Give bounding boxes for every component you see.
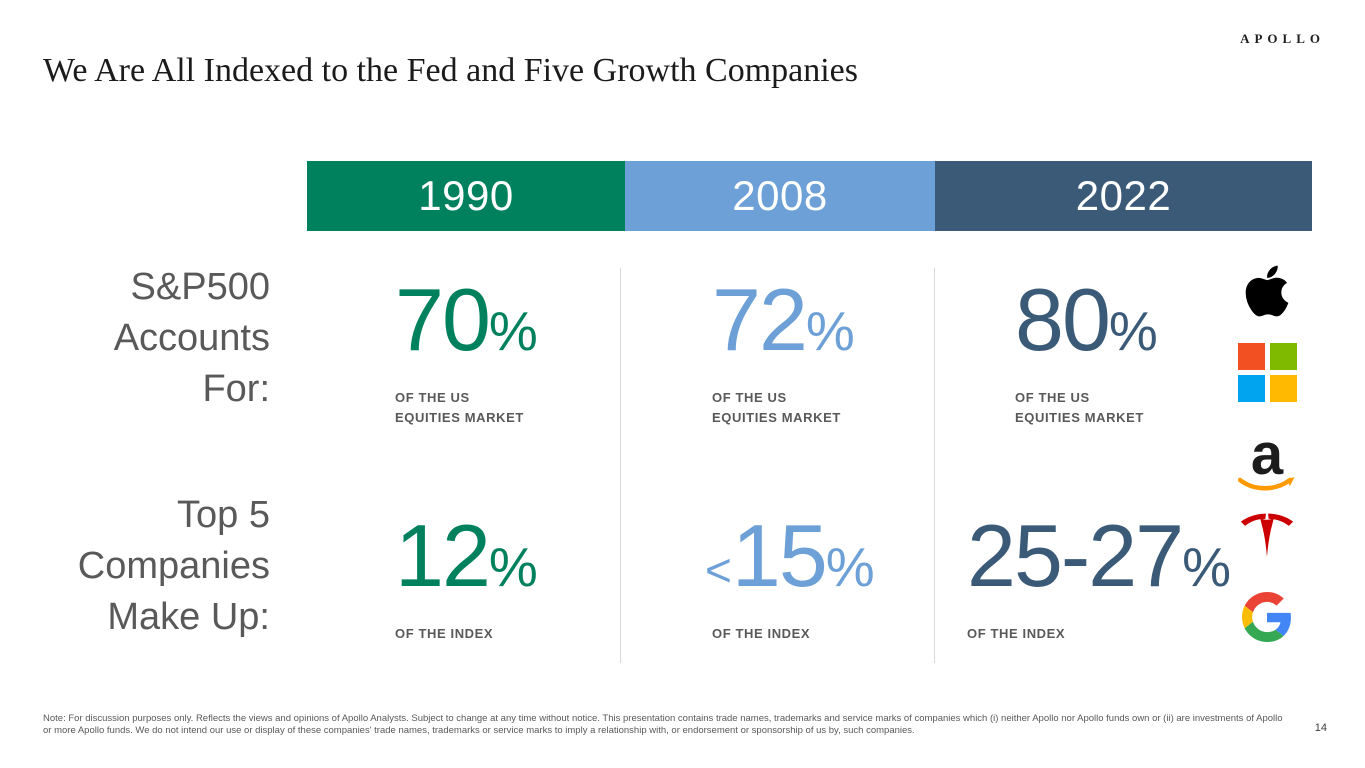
column-divider	[934, 268, 935, 663]
stat-value: 80%	[1015, 270, 1158, 369]
year-header-bar: 1990 2008 2022	[307, 161, 1312, 231]
stat-cell-2022-equities: 80% OF THE US EQUITIES MARKET	[1015, 276, 1158, 428]
stat-cell-2022-index: 25-27% OF THE INDEX	[967, 512, 1231, 644]
stat-value: 70%	[395, 270, 538, 369]
stat-value: 12%	[395, 506, 538, 605]
year-header-2008: 2008	[625, 161, 935, 231]
amazon-logo-icon: a	[1236, 426, 1298, 494]
stat-caption: OF THE INDEX	[712, 626, 811, 641]
stat-caption: OF THE INDEX	[395, 626, 494, 641]
stat-value: <15%	[705, 506, 875, 605]
apple-logo-icon	[1236, 262, 1298, 320]
stat-cell-2008-index: <15% OF THE INDEX	[705, 512, 875, 644]
stat-value: 72%	[712, 270, 855, 369]
stat-cell-2008-equities: 72% OF THE US EQUITIES MARKET	[712, 276, 855, 428]
year-header-1990: 1990	[307, 161, 625, 231]
year-header-2022: 2022	[935, 161, 1312, 231]
slide-title: We Are All Indexed to the Fed and Five G…	[43, 52, 859, 89]
disclaimer-footnote: Note: For discussion purposes only. Refl…	[43, 713, 1283, 736]
stat-caption: OF THE US EQUITIES MARKET	[1015, 390, 1144, 425]
row-label-sp500-accounts-for: S&P500 Accounts For:	[113, 266, 270, 410]
stat-caption: OF THE INDEX	[967, 626, 1066, 641]
microsoft-logo-icon	[1236, 343, 1298, 402]
row-label-top5-companies-make-up: Top 5 Companies Make Up:	[77, 494, 270, 638]
tesla-logo-icon	[1236, 512, 1298, 560]
company-logos-column: a	[1236, 0, 1298, 768]
stat-caption: OF THE US EQUITIES MARKET	[395, 390, 524, 425]
google-logo-icon	[1236, 592, 1298, 642]
stat-value: 25-27%	[967, 506, 1231, 605]
page-number: 14	[1314, 722, 1327, 734]
year-label: 1990	[418, 172, 514, 219]
stat-cell-1990-index: 12% OF THE INDEX	[395, 512, 538, 644]
year-label: 2008	[732, 172, 828, 219]
stat-cell-1990-equities: 70% OF THE US EQUITIES MARKET	[395, 276, 538, 428]
apollo-wordmark: APOLLO	[1240, 31, 1325, 46]
year-label: 2022	[1075, 172, 1172, 219]
stat-caption: OF THE US EQUITIES MARKET	[712, 390, 841, 425]
column-divider	[620, 268, 621, 663]
